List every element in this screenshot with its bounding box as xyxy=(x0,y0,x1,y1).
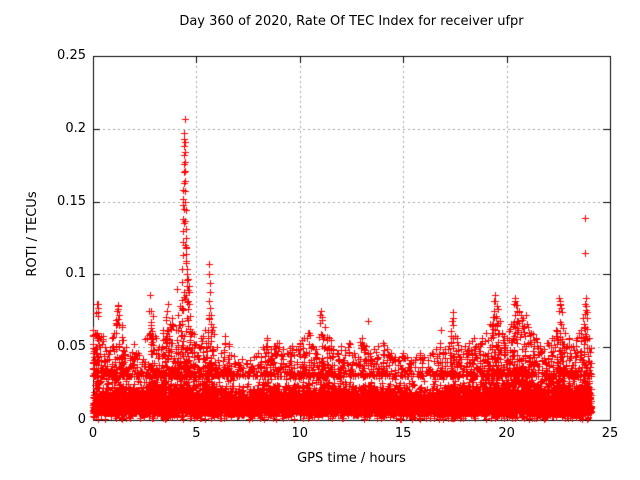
y-tick-label: 0.2 xyxy=(65,120,86,136)
y-tick-label: 0.15 xyxy=(57,193,86,209)
x-tick-label: 10 xyxy=(291,426,309,441)
x-tick-label: 20 xyxy=(498,426,515,441)
y-tick-label: 0.05 xyxy=(57,339,86,355)
x-tick-label: 25 xyxy=(601,426,619,441)
y-tick-label: 0 xyxy=(77,412,86,427)
chart-title: Day 360 of 2020, Rate Of TEC Index for r… xyxy=(179,14,524,29)
x-tick-label: 15 xyxy=(394,426,412,441)
y-tick-label: 0.1 xyxy=(65,266,86,282)
x-tick-label: 5 xyxy=(192,426,201,441)
y-tick-label: 0.25 xyxy=(57,48,86,63)
x-tick-label: 0 xyxy=(88,426,98,441)
x-axis-label: GPS time / hours xyxy=(297,451,406,466)
